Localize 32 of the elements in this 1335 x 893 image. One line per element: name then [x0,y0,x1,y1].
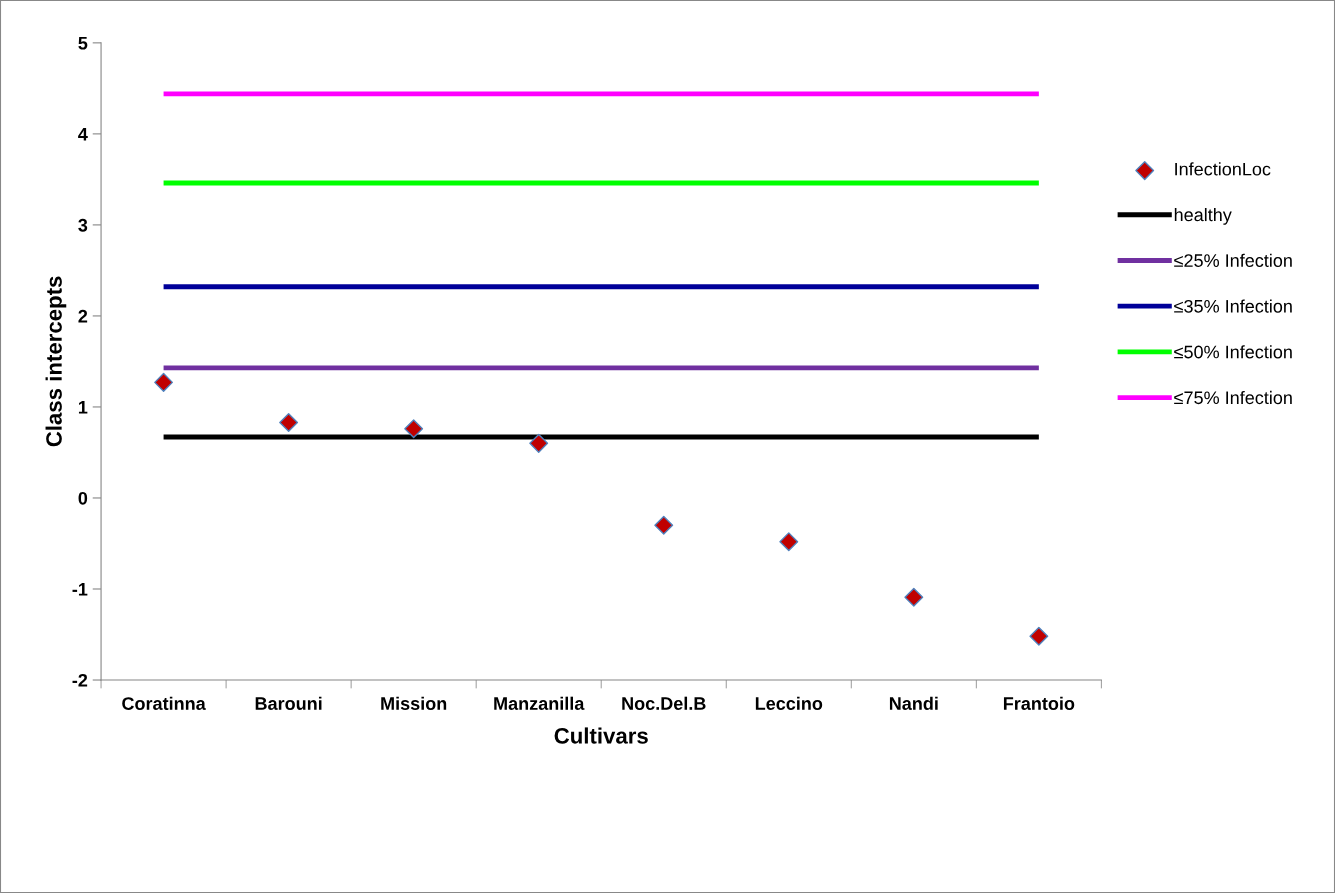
y-tick-label: -1 [72,583,88,596]
x-tick-label: Noc.Del.B [622,696,706,710]
y-tick-label: 3 [78,218,88,232]
x-tick-label: Leccino [755,696,823,710]
point [654,515,674,535]
legend-label: ≤50% Infection [1174,345,1292,359]
x-tick-label: Coratinna [122,696,206,710]
point [779,532,799,552]
y-tick-label: -2 [72,673,88,687]
point [904,587,924,607]
legend-label: ≤35% Infection [1174,299,1292,313]
x-axis-title: Cultivars [554,727,648,744]
y-tick-label: 5 [78,36,88,50]
y-tick-label: 4 [78,128,88,141]
legend-label: healthy [1174,207,1232,225]
x-tick-label: Frantoio [1003,696,1075,710]
y-tick-label: 0 [78,491,88,505]
legend-label: InfectionLoc [1175,162,1271,176]
x-tick-label: Mission [381,696,447,710]
point [154,372,174,392]
x-tick-label: Manzanilla [494,696,585,710]
y-tick-label: 1 [78,401,88,414]
legend-label: ≤75% Infection [1174,390,1292,405]
y-axis-title: Class intercepts [45,276,67,447]
legend-label: ≤25% Infection [1174,253,1292,267]
point [529,433,549,453]
point [1029,626,1049,646]
y-tick-label: 2 [78,309,88,323]
x-tick-label: Barouni [255,696,322,710]
x-tick-label: Nandi [889,696,938,710]
point [404,419,424,439]
point [279,412,299,432]
